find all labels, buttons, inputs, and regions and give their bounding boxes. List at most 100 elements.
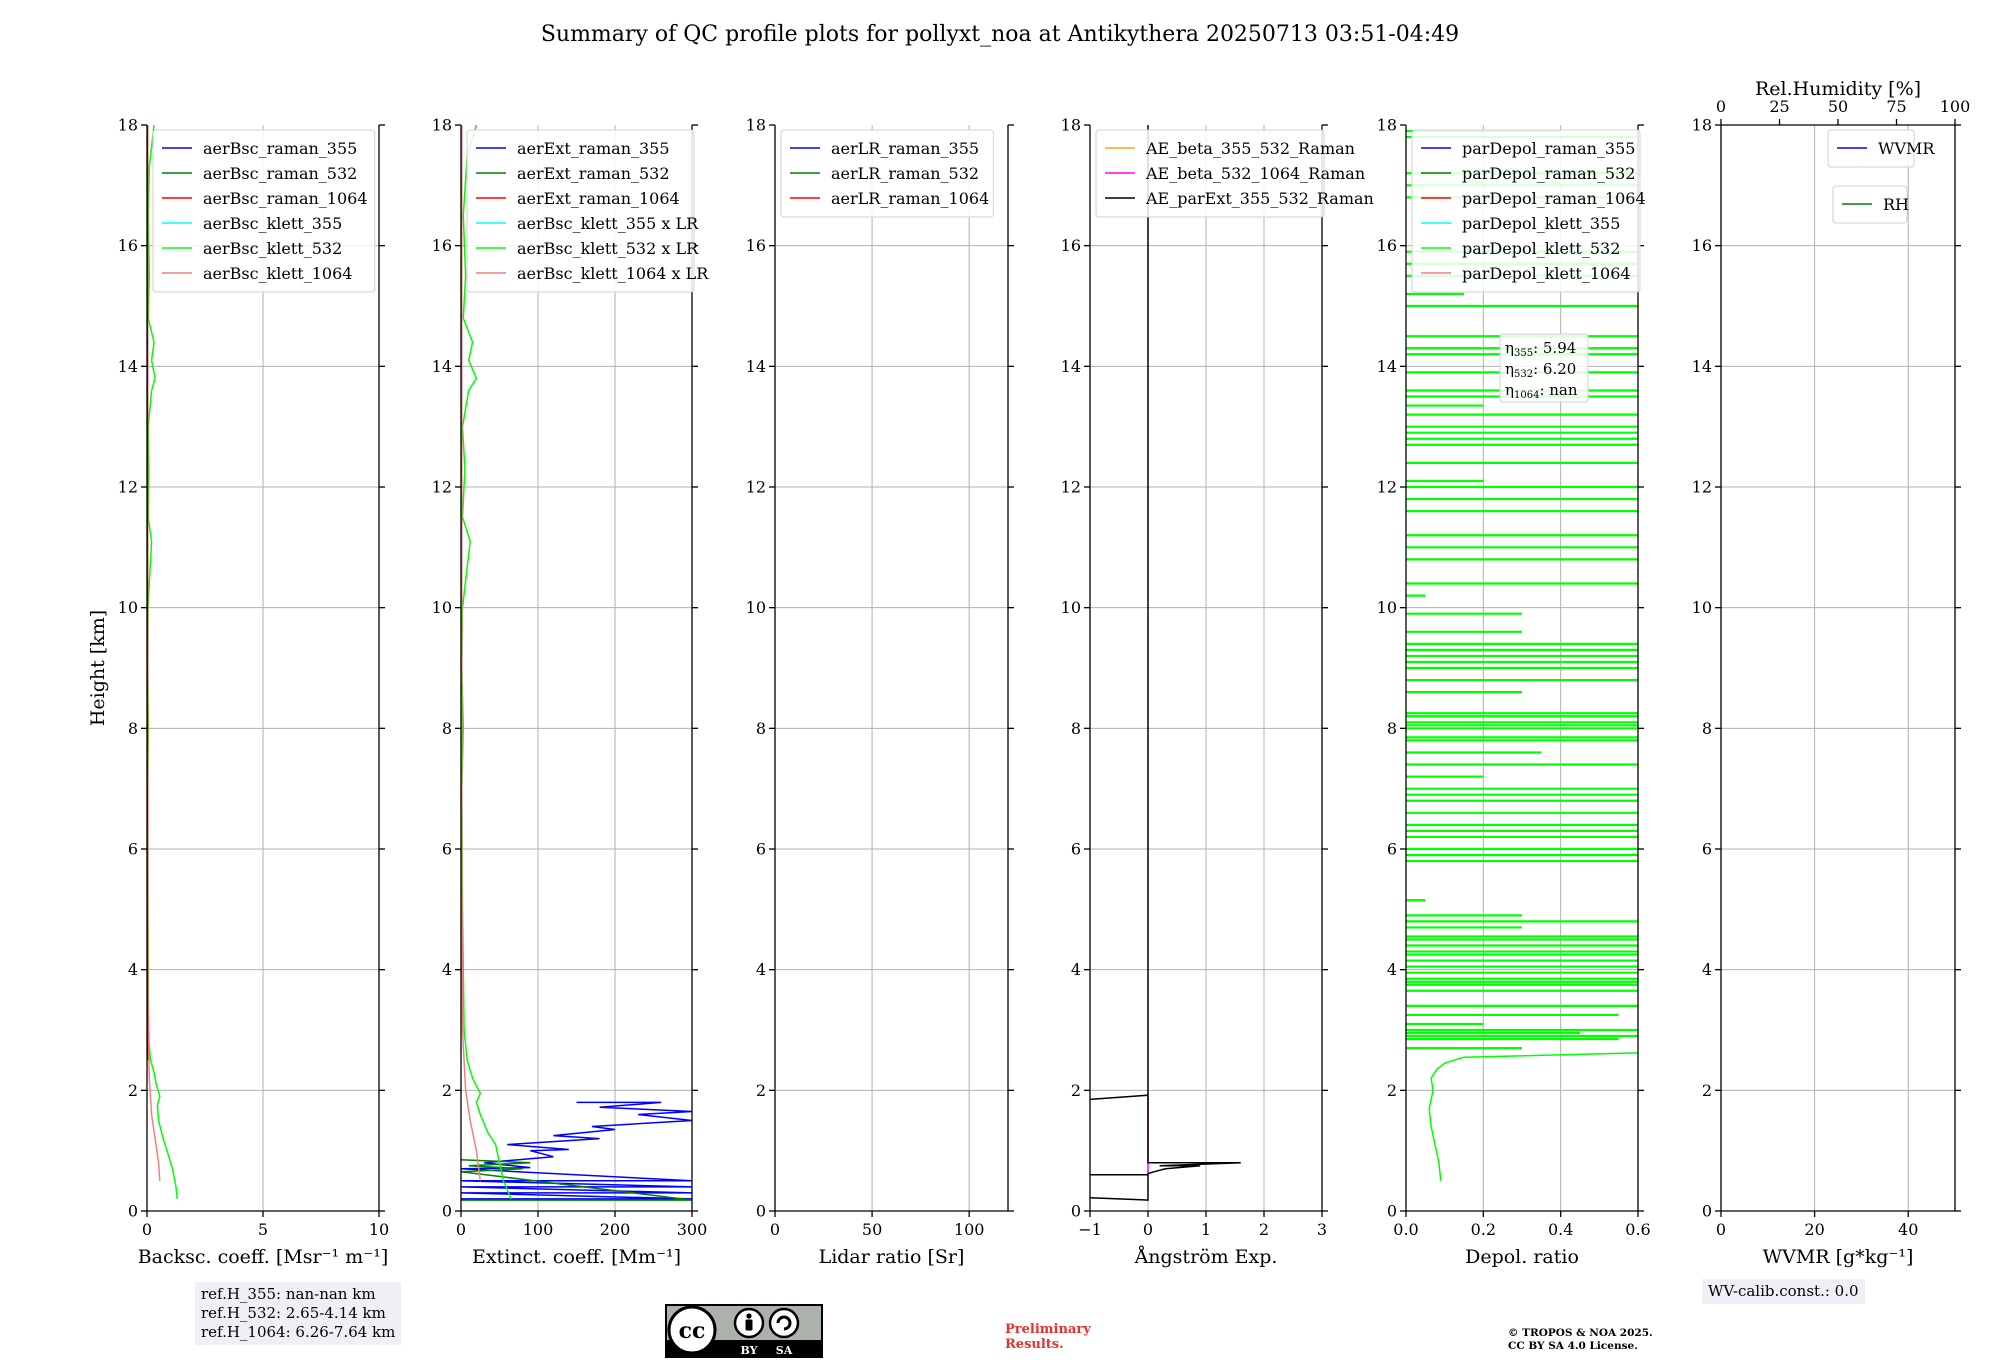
panel-backscatter — [141, 124, 385, 1217]
series-line-aerExt_raman_532 — [461, 1158, 692, 1201]
x-tick-label: 40 — [1898, 1220, 1918, 1239]
y-tick-label: 14 — [118, 357, 138, 376]
y-tick-label: 14 — [1061, 357, 1081, 376]
x-tick-label: 0.0 — [1393, 1220, 1418, 1239]
legend-backscatter-frame — [152, 129, 376, 293]
x-axis-label: WVMR [g*kg⁻¹] — [1763, 1246, 1914, 1268]
y-tick-label: 8 — [1071, 719, 1081, 738]
legend-label: aerExt_raman_1064 — [517, 189, 680, 208]
legend-lidar_ratio-frame — [780, 129, 994, 218]
copyright-line-2: CC BY SA 4.0 License. — [1508, 1340, 1638, 1352]
y-tick-label: 4 — [1702, 960, 1712, 979]
legend-label: aerLR_raman_355 — [831, 139, 979, 158]
y-tick-label: 4 — [1071, 960, 1081, 979]
y-tick-label: 8 — [1702, 719, 1712, 738]
panel-wvmr — [1715, 119, 1961, 1217]
y-tick-label: 4 — [442, 960, 452, 979]
y-tick-label: 16 — [1061, 236, 1081, 255]
y-tick-label: 18 — [746, 116, 766, 135]
top-x-tick-label: 100 — [1940, 97, 1971, 116]
series-line-aerExt_raman_355 — [461, 1101, 692, 1200]
legend-label: parDepol_raman_355 — [1462, 139, 1635, 158]
series-line-AE_parExt_355_532_Raman — [1090, 125, 1241, 1201]
y-tick-label: 12 — [432, 478, 452, 497]
y-tick-label: 18 — [1377, 116, 1397, 135]
top-x-tick-label: 0 — [1716, 97, 1726, 116]
eta-label: η355: 5.94 — [1505, 339, 1576, 359]
x-tick-label: 0.2 — [1471, 1220, 1496, 1239]
y-tick-label: 12 — [746, 478, 766, 497]
y-tick-label: 14 — [746, 357, 766, 376]
y-tick-label: 10 — [746, 598, 766, 617]
y-tick-label: 10 — [1692, 598, 1712, 617]
data-layer — [1090, 125, 1241, 1201]
copyright-line-1: © TROPOS & NOA 2025. — [1508, 1327, 1653, 1339]
x-axis-label: Extinct. coeff. [Mm⁻¹] — [472, 1246, 681, 1268]
top-x-tick-label: 50 — [1828, 97, 1848, 116]
legend-extinction-frame — [466, 129, 695, 293]
y-tick-label: 8 — [128, 719, 138, 738]
y-tick-label: 2 — [756, 1081, 766, 1100]
y-tick-label: 2 — [1702, 1081, 1712, 1100]
x-tick-label: 20 — [1804, 1220, 1824, 1239]
x-tick-label: 0.6 — [1625, 1220, 1650, 1239]
y-tick-label: 18 — [118, 116, 138, 135]
x-tick-label: 0 — [1143, 1220, 1153, 1239]
data-layer — [461, 125, 692, 1201]
series-line-parDepol_klett_532 — [1428, 1052, 1638, 1181]
y-tick-label: 16 — [746, 236, 766, 255]
x-tick-label: 300 — [677, 1220, 708, 1239]
panel-lidar_ratio — [769, 124, 1014, 1217]
y-tick-label: 8 — [756, 719, 766, 738]
refh-line-355: ref.H_355: nan-nan km — [201, 1285, 376, 1303]
y-tick-label: 0 — [1702, 1202, 1712, 1221]
share-alike-icon — [768, 1307, 800, 1339]
y-tick-label: 18 — [432, 116, 452, 135]
by-text: BY — [741, 1344, 758, 1357]
y-tick-label: 16 — [1377, 236, 1397, 255]
legend-label: aerExt_raman_355 — [517, 139, 670, 158]
y-tick-label: 6 — [1071, 840, 1081, 859]
x-axis-label: Lidar ratio [Sr] — [819, 1246, 965, 1268]
y-tick-label: 16 — [1692, 236, 1712, 255]
x-tick-label: 100 — [523, 1220, 554, 1239]
legend-label: parDepol_raman_1064 — [1462, 189, 1646, 208]
legend-wvmr-frame — [1827, 129, 1915, 168]
x-tick-label: 1 — [1201, 1220, 1211, 1239]
legend-label: aerBsc_raman_355 — [203, 139, 357, 158]
y-tick-label: 2 — [1071, 1081, 1081, 1100]
y-tick-label: 12 — [118, 478, 138, 497]
x-tick-label: 2 — [1259, 1220, 1269, 1239]
x-tick-label: −1 — [1078, 1220, 1102, 1239]
y-tick-label: 10 — [432, 598, 452, 617]
y-tick-label: 16 — [432, 236, 452, 255]
y-tick-label: 6 — [442, 840, 452, 859]
reference-height-box: ref.H_355: nan-nan km ref.H_532: 2.65-4.… — [195, 1282, 402, 1345]
y-tick-label: 4 — [128, 960, 138, 979]
x-tick-label: 3 — [1317, 1220, 1327, 1239]
eta-label: η532: 6.20 — [1505, 360, 1576, 380]
x-tick-label: 200 — [600, 1220, 631, 1239]
y-tick-label: 10 — [1377, 598, 1397, 617]
eta-box — [1499, 333, 1589, 403]
legend-label: aerLR_raman_1064 — [831, 189, 989, 208]
y-tick-label: 4 — [1387, 960, 1397, 979]
legend-label: aerBsc_raman_532 — [203, 164, 357, 183]
y-tick-label: 0 — [756, 1202, 766, 1221]
legend-depolarization-frame — [1411, 129, 1641, 293]
x-tick-label: 0 — [456, 1220, 466, 1239]
x-tick-label: 0 — [142, 1220, 152, 1239]
legend-label: aerBsc_klett_1064 x LR — [517, 264, 709, 283]
y-tick-label: 14 — [1692, 357, 1712, 376]
refh-line-532: ref.H_532: 2.65-4.14 km — [201, 1304, 386, 1322]
y-tick-label: 16 — [118, 236, 138, 255]
sa-text: SA — [776, 1344, 793, 1357]
legend-label: parDepol_raman_532 — [1462, 164, 1635, 183]
top-x-tick-label: 25 — [1769, 97, 1789, 116]
x-axis-label: Depol. ratio — [1465, 1246, 1579, 1268]
y-tick-label: 14 — [1377, 357, 1397, 376]
cc-by-sa-license-badge: cc BY SA — [665, 1304, 823, 1358]
x-tick-label: 5 — [258, 1220, 268, 1239]
y-tick-label: 2 — [128, 1081, 138, 1100]
